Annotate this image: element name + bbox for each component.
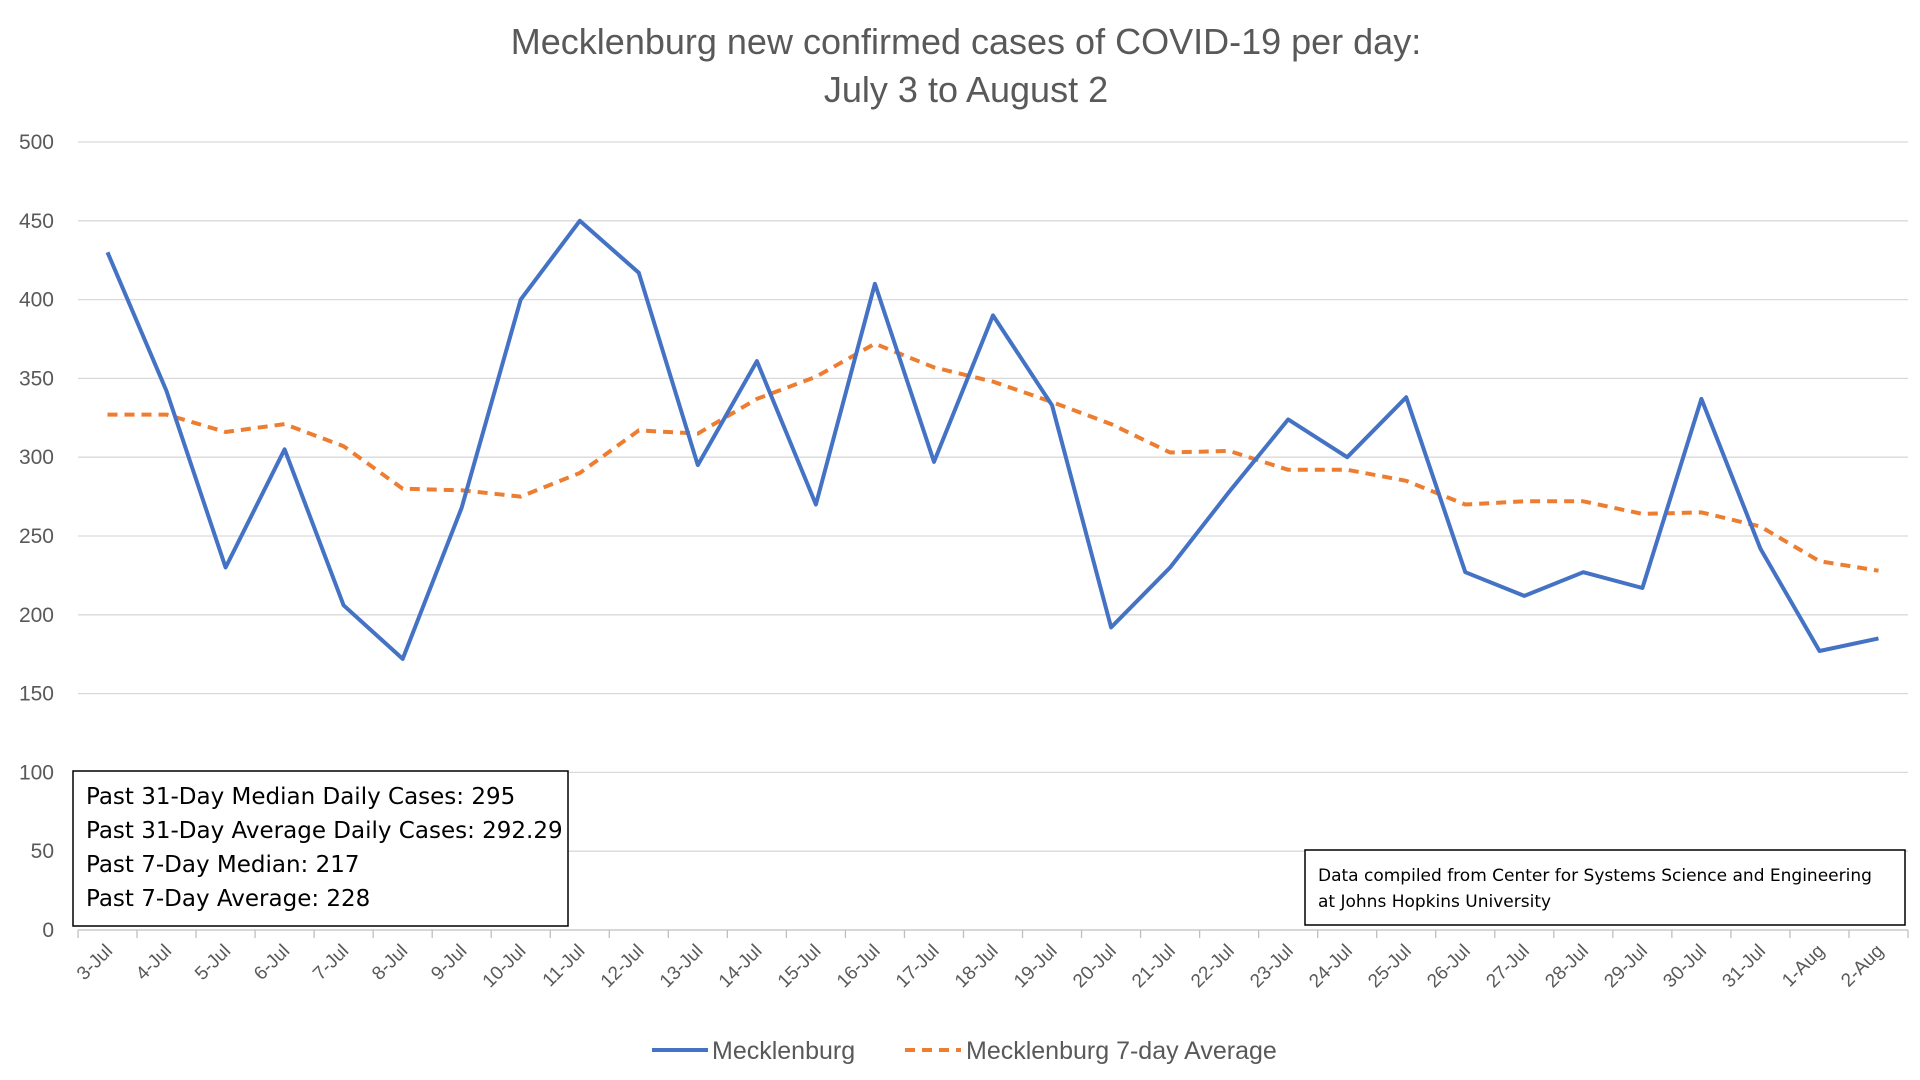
source-note-line-1: Data compiled from Center for Systems Sc… bbox=[1318, 866, 1872, 886]
series-line-7-day-average bbox=[107, 341, 1879, 573]
y-tick-label: 500 bbox=[19, 131, 54, 154]
source-note-line-2: at Johns Hopkins University bbox=[1318, 892, 1551, 912]
source-note-frame bbox=[1304, 849, 1906, 926]
y-tick-label: 0 bbox=[42, 919, 54, 942]
stats-box-frame bbox=[72, 770, 569, 927]
series-line-mecklenburg bbox=[105, 218, 1879, 661]
source-note-box: Data compiled from Center for Systems Sc… bbox=[1304, 849, 1906, 926]
stats-box: Past 31-Day Median Daily Cases: 295 Past… bbox=[72, 770, 569, 927]
legend: Mecklenburg Mecklenburg 7-day Average bbox=[652, 1037, 1277, 1065]
series-lines bbox=[105, 218, 1879, 661]
y-tick-label: 100 bbox=[19, 761, 54, 784]
stats-line-31-day-average: Past 31-Day Average Daily Cases: 292.29 bbox=[86, 818, 563, 844]
y-tick-label: 300 bbox=[19, 446, 54, 469]
stats-line-7-day-median: Past 7-Day Median: 217 bbox=[86, 852, 360, 878]
chart-subtitle: July 3 to August 2 bbox=[824, 69, 1108, 110]
y-tick-label: 50 bbox=[31, 840, 54, 863]
legend-label-7-day-average: Mecklenburg 7-day Average bbox=[966, 1037, 1277, 1065]
legend-label-mecklenburg: Mecklenburg bbox=[712, 1037, 855, 1065]
y-axis-ticks: 0 50 100 150 200 250 300 350 400 450 500 bbox=[19, 131, 54, 942]
y-tick-label: 150 bbox=[19, 683, 54, 706]
chart-title: Mecklenburg new confirmed cases of COVID… bbox=[511, 21, 1421, 62]
y-tick-label: 400 bbox=[19, 289, 54, 312]
stats-line-31-day-median: Past 31-Day Median Daily Cases: 295 bbox=[86, 784, 515, 810]
stats-line-7-day-average: Past 7-Day Average: 228 bbox=[86, 886, 370, 912]
y-tick-label: 450 bbox=[19, 210, 54, 233]
y-tick-label: 200 bbox=[19, 604, 54, 627]
y-tick-label: 250 bbox=[19, 525, 54, 548]
y-tick-label: 350 bbox=[19, 367, 54, 390]
